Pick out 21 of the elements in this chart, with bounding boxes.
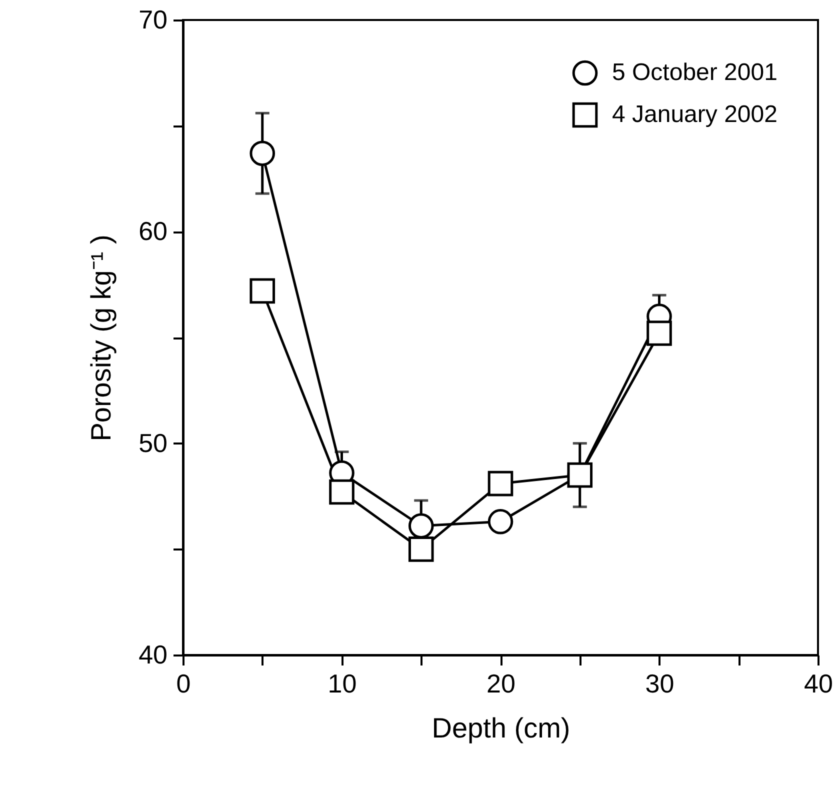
x-tick-label: 30: [645, 668, 674, 698]
point: [488, 509, 514, 534]
y-tick-label: 70: [138, 4, 168, 34]
y-tick-label: 40: [138, 640, 168, 670]
point: [488, 470, 514, 496]
x-tick-label: 20: [486, 668, 516, 698]
point: [646, 320, 672, 346]
x-tick-label: 40: [804, 668, 833, 698]
x-axis-title: Depth (cm): [432, 712, 570, 744]
legend-label: 4 January 2002: [612, 101, 778, 128]
point: [329, 479, 354, 505]
point: [250, 140, 276, 166]
y-tick-label: 60: [138, 216, 168, 246]
point: [567, 462, 593, 488]
y-axis-title: Porosity (g kg⁻¹ ): [86, 234, 117, 442]
y-tick-label: 50: [138, 428, 168, 458]
point: [408, 536, 434, 562]
legend-label: 5 October 2001: [612, 59, 778, 86]
x-tick-label: 0: [176, 668, 191, 698]
x-tick-label: 10: [328, 668, 357, 698]
point: [250, 278, 276, 304]
